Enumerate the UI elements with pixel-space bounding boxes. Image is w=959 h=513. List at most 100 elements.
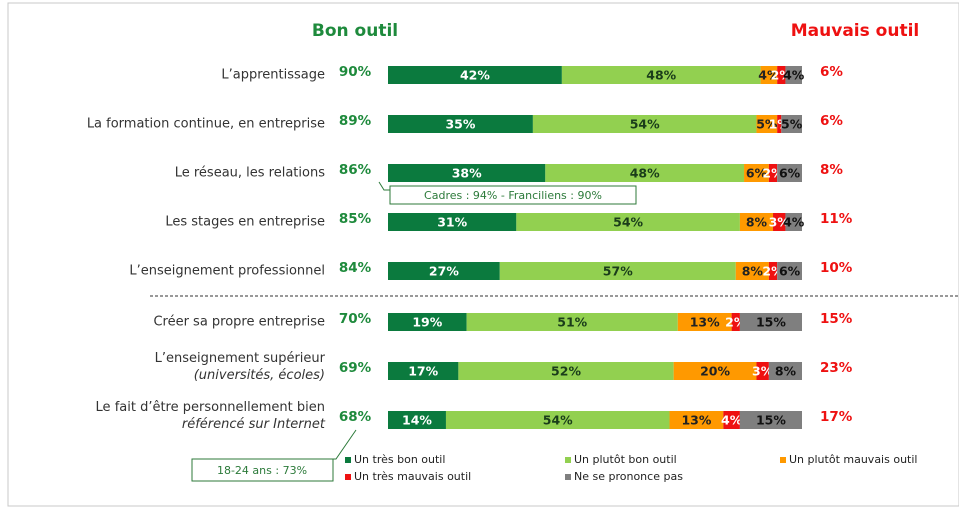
bar-segment xyxy=(516,213,740,231)
group-header: Mauvais outil xyxy=(791,21,919,41)
data-label: 54% xyxy=(613,215,643,230)
bar-segment xyxy=(777,66,786,84)
bar-segment xyxy=(388,262,500,280)
bar-segment xyxy=(388,411,446,429)
callout-box xyxy=(191,458,334,482)
data-label: 6% xyxy=(746,166,768,181)
bar-segment xyxy=(458,362,674,380)
bar-segment xyxy=(669,411,724,429)
data-label: 3% xyxy=(769,215,791,230)
total-label: 15% xyxy=(820,311,853,327)
legend-label: Un très bon outil xyxy=(354,453,445,466)
bar-segment xyxy=(768,362,802,380)
data-label: 19% xyxy=(412,315,442,330)
data-label: 14% xyxy=(402,413,432,428)
data-label: 4% xyxy=(783,215,805,230)
annotation: Cadres : 94% - Franciliens : 90% xyxy=(424,189,602,202)
data-label: 8% xyxy=(746,215,768,230)
category-label: Les stages en entreprise xyxy=(165,215,325,230)
total-label: 23% xyxy=(820,360,853,376)
category-label: L’apprentissage xyxy=(221,68,325,83)
legend-label: Un très mauvais outil xyxy=(354,470,471,483)
legend-swatch xyxy=(565,474,571,480)
bar-segment xyxy=(388,115,533,133)
data-label: 54% xyxy=(630,117,660,132)
total-label: 84% xyxy=(339,260,372,276)
category-label: Créer sa propre entreprise xyxy=(153,315,325,330)
legend-swatch xyxy=(345,457,351,463)
category-label: L’enseignement supérieur xyxy=(155,351,326,366)
data-label: 13% xyxy=(681,413,711,428)
bar-segment xyxy=(777,262,802,280)
category-label: (universités, écoles) xyxy=(194,368,325,383)
bar-segment xyxy=(768,164,778,182)
data-label: 57% xyxy=(603,264,633,279)
total-label: 17% xyxy=(820,409,853,425)
legend-label: Ne se prononce pas xyxy=(574,470,683,483)
bar-segment xyxy=(739,213,774,231)
legend-swatch xyxy=(345,474,351,480)
bar-segment xyxy=(388,164,546,182)
total-label: 90% xyxy=(339,64,372,80)
bar-segment xyxy=(739,411,802,429)
total-label: 89% xyxy=(339,113,372,129)
bar-segment xyxy=(777,115,782,133)
total-label: 70% xyxy=(339,311,372,327)
data-label: 15% xyxy=(756,315,786,330)
bar-segment xyxy=(673,362,757,380)
category-label: L’enseignement professionnel xyxy=(129,264,325,279)
callout-line xyxy=(333,429,357,460)
total-label: 68% xyxy=(339,409,372,425)
data-label: 17% xyxy=(408,364,438,379)
bar-segment xyxy=(744,164,769,182)
data-label: 8% xyxy=(742,264,764,279)
callout-box xyxy=(389,185,637,205)
bar-segment xyxy=(445,411,670,429)
bar-segment xyxy=(735,262,769,280)
legend-label: Un plutôt bon outil xyxy=(574,453,677,466)
data-label: 27% xyxy=(429,264,459,279)
data-label: 13% xyxy=(690,315,720,330)
data-label: 48% xyxy=(630,166,660,181)
bar-segment xyxy=(768,262,778,280)
bar-segment xyxy=(677,313,732,331)
total-label: 8% xyxy=(820,162,843,178)
total-label: 69% xyxy=(339,360,372,376)
total-label: 6% xyxy=(820,64,843,80)
category-label: Le réseau, les relations xyxy=(175,166,325,181)
bar-segment xyxy=(785,66,802,84)
data-label: 54% xyxy=(543,413,573,428)
bar-segment xyxy=(723,411,740,429)
total-label: 6% xyxy=(820,113,843,129)
bar-segment xyxy=(388,66,562,84)
legend-swatch xyxy=(780,457,786,463)
bar-segment xyxy=(545,164,745,182)
bar-segment xyxy=(532,115,757,133)
bar-segment xyxy=(777,164,802,182)
bar-segment xyxy=(781,115,802,133)
data-label: 4% xyxy=(758,68,780,83)
total-label: 86% xyxy=(339,162,372,178)
bar-segment xyxy=(785,213,802,231)
data-label: 4% xyxy=(721,413,743,428)
category-label: La formation continue, en entreprise xyxy=(87,117,325,132)
data-label: 51% xyxy=(557,315,587,330)
total-label: 11% xyxy=(820,211,853,227)
bar-segment xyxy=(739,313,802,331)
bar-segment xyxy=(499,262,736,280)
data-label: 38% xyxy=(452,166,482,181)
data-label: 8% xyxy=(775,364,797,379)
data-label: 5% xyxy=(756,117,778,132)
data-label: 31% xyxy=(437,215,467,230)
callout-line xyxy=(378,181,390,191)
bar-segment xyxy=(756,362,769,380)
bar-segment xyxy=(561,66,761,84)
data-label: 48% xyxy=(646,68,676,83)
annotation: 18-24 ans : 73% xyxy=(217,464,307,477)
bar-segment xyxy=(466,313,678,331)
data-label: 35% xyxy=(445,117,475,132)
data-label: 6% xyxy=(779,166,801,181)
data-label: 3% xyxy=(752,364,774,379)
legend-swatch xyxy=(565,457,571,463)
